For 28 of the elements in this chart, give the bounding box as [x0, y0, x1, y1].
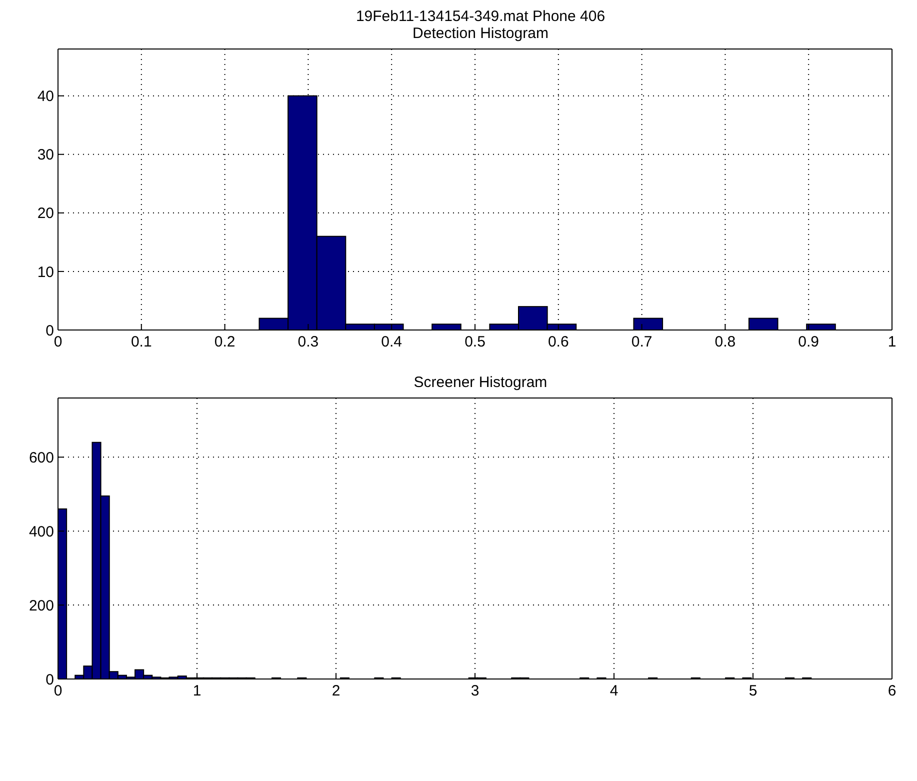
x-tick-label: 5	[748, 682, 758, 700]
x-tick-label: 0.2	[214, 334, 236, 351]
y-tick-label: 10	[37, 264, 54, 281]
chart-title: Screener Histogram	[412, 374, 548, 391]
x-tick-label: 4	[610, 682, 618, 700]
y-tick-label: 30	[37, 146, 54, 164]
x-tick-label: 2	[332, 682, 340, 700]
y-tick-label: 0	[46, 671, 54, 688]
x-tick-label: 0.5	[464, 334, 486, 351]
y-tick-label: 400	[28, 523, 54, 540]
x-tick-label: 3	[470, 682, 480, 700]
x-tick-label: 0.3	[298, 334, 319, 351]
chart-subtitle: Detection Histogram	[412, 25, 550, 42]
x-tick-label: 0.4	[381, 334, 402, 351]
y-tick-label: 600	[28, 449, 54, 466]
y-tick-label: 20	[37, 205, 54, 222]
y-tick-label: 0	[46, 322, 54, 340]
x-tick-label: 0.1	[130, 334, 152, 351]
x-tick-label: 0.9	[798, 334, 820, 351]
x-tick-label: 0.8	[714, 334, 736, 351]
chart-title: 19Feb11-134154-349.mat Phone 406	[354, 8, 606, 25]
x-tick-label: 6	[888, 682, 896, 700]
x-tick-label: 1	[888, 334, 896, 351]
x-tick-label: 0.7	[631, 334, 652, 351]
y-tick-label: 200	[28, 597, 54, 614]
x-tick-label: 0.6	[548, 334, 569, 351]
x-tick-label: 1	[192, 682, 202, 700]
y-tick-label: 40	[37, 88, 54, 106]
